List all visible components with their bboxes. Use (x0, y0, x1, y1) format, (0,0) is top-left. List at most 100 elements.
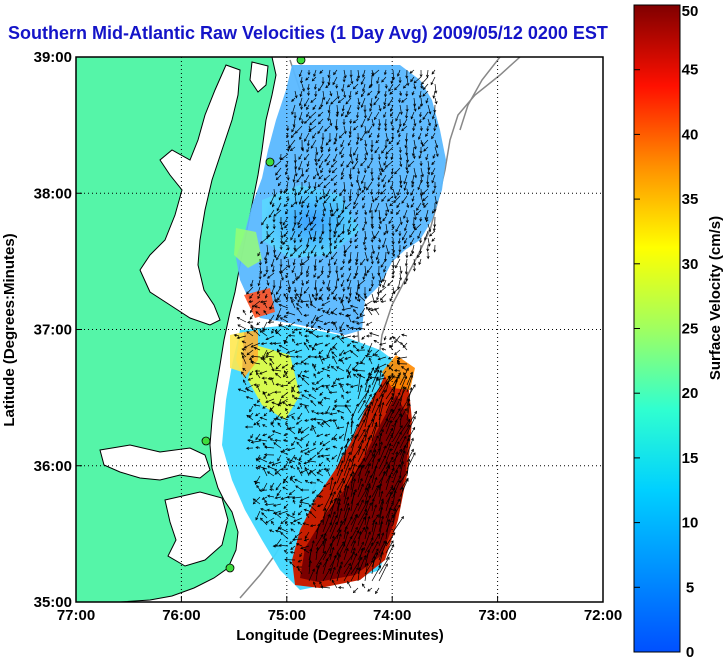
velocity-arrow-head (305, 303, 309, 307)
velocity-arrow-head (303, 313, 307, 317)
velocity-arrow (290, 528, 296, 533)
velocity-arrow-head (394, 87, 398, 91)
velocity-arrow-head (354, 233, 358, 238)
velocity-arrow-head (304, 138, 307, 142)
velocity-arrow-head (283, 293, 287, 297)
velocity-arrow (378, 521, 383, 540)
velocity-arrow-head (337, 553, 341, 557)
velocity-arrow (427, 104, 431, 114)
velocity-arrow (353, 195, 359, 205)
velocity-arrow-head (269, 201, 273, 205)
velocity-arrow (332, 346, 338, 351)
velocity-arrow-head (319, 296, 323, 300)
velocity-arrow-head (267, 377, 271, 381)
velocity-arrow-head (353, 435, 357, 439)
velocity-arrow (265, 355, 275, 358)
velocity-arrow-head (394, 340, 398, 344)
velocity-arrow-head (334, 138, 338, 142)
velocity-arrow (350, 384, 359, 388)
velocity-arrow (427, 118, 431, 126)
velocity-arrow-head (361, 346, 365, 350)
velocity-arrow (337, 335, 345, 344)
velocity-arrow-head (242, 367, 246, 371)
velocity-arrow (276, 286, 282, 295)
velocity-arrow (413, 76, 422, 84)
velocity-arrow-head (326, 354, 330, 358)
velocity-arrow (352, 335, 359, 337)
velocity-arrow-head (328, 567, 331, 571)
velocity-arrow (270, 407, 275, 414)
velocity-arrow (314, 181, 317, 189)
velocity-arrow-head (411, 184, 415, 188)
velocity-arrow-head (391, 241, 395, 245)
velocity-arrow (247, 439, 254, 442)
velocity-arrow (263, 310, 268, 316)
velocity-arrow-head (370, 239, 374, 243)
velocity-arrow-head (259, 330, 263, 334)
velocity-arrow-head (349, 516, 353, 520)
velocity-arrow-head (340, 358, 344, 363)
velocity-arrow (304, 390, 310, 393)
velocity-arrow (276, 489, 282, 496)
velocity-field (222, 65, 446, 595)
velocity-arrow-head (299, 300, 304, 304)
velocity-arrow-head (272, 226, 276, 230)
velocity-arrow-head (334, 521, 338, 525)
velocity-arrow-head (340, 333, 344, 337)
velocity-arrow (396, 202, 401, 208)
velocity-arrow (280, 450, 289, 456)
velocity-arrow-head (364, 212, 368, 216)
velocity-arrow-head (251, 304, 255, 308)
velocity-arrow (303, 244, 310, 254)
velocity-arrow-head (338, 489, 342, 494)
velocity-arrow (364, 454, 375, 470)
velocity-arrow (399, 368, 409, 386)
velocity-arrow-head (344, 206, 348, 210)
velocity-arrow (418, 258, 422, 265)
velocity-arrow-head (341, 452, 345, 456)
velocity-arrow-head (306, 274, 310, 278)
velocity-arrow (341, 83, 345, 92)
velocity-arrow-head (395, 265, 398, 269)
velocity-arrow (304, 153, 310, 160)
velocity-arrow-head (322, 420, 326, 424)
velocity-arrow (350, 153, 353, 164)
velocity-arrow-head (384, 164, 388, 168)
velocity-arrow-head (367, 424, 371, 428)
velocity-arrow (364, 216, 367, 224)
velocity-arrow (346, 398, 352, 403)
velocity-arrow (311, 321, 317, 329)
velocity-arrow (378, 461, 388, 477)
velocity-arrow-head (299, 554, 303, 558)
velocity-arrow-head (245, 395, 249, 399)
velocity-arrow-head (253, 480, 257, 484)
velocity-arrow-head (321, 540, 325, 544)
velocity-arrow-head (250, 359, 254, 363)
velocity-arrow-head (300, 360, 304, 364)
velocity-arrow-head (339, 520, 343, 524)
velocity-arrow-head (327, 513, 331, 517)
velocity-arrow (399, 386, 405, 407)
velocity-arrow (343, 251, 346, 257)
velocity-arrow-head (414, 175, 418, 179)
velocity-arrow-head (347, 467, 351, 471)
velocity-arrow (270, 422, 275, 428)
velocity-arrow (294, 188, 296, 196)
velocity-arrow-head (379, 441, 383, 445)
velocity-arrow (317, 272, 324, 279)
velocity-arrow-head (418, 120, 422, 124)
velocity-arrow-head (308, 115, 312, 119)
velocity-arrow-head (300, 437, 304, 440)
velocity-arrow-head (352, 228, 356, 232)
velocity-arrow-head (422, 93, 426, 97)
velocity-arrow (277, 398, 282, 406)
velocity-arrow (290, 297, 296, 302)
velocity-arrow-head (412, 384, 416, 388)
velocity-arrow-head (284, 521, 288, 525)
velocity-arrow (378, 445, 386, 463)
velocity-arrow (417, 230, 422, 239)
velocity-arrow (299, 97, 303, 106)
velocity-arrow (362, 83, 366, 92)
velocity-arrow-head (319, 442, 323, 446)
velocity-arrow-head (349, 535, 353, 540)
